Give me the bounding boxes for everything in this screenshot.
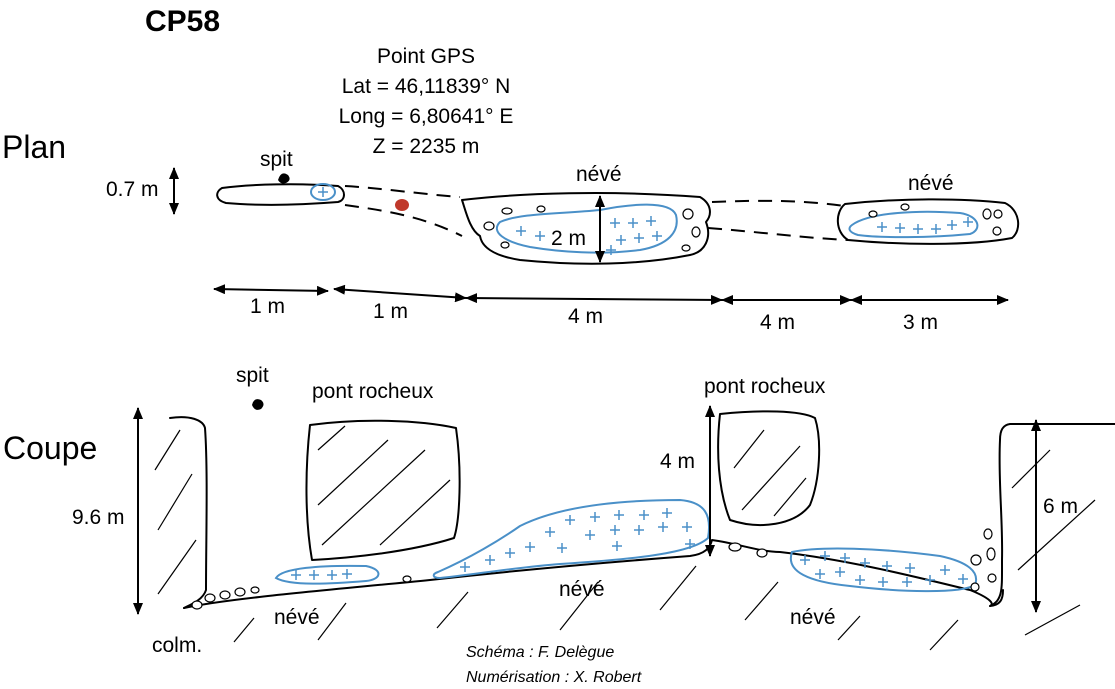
- diagram-title: CP58: [145, 5, 220, 38]
- gps-heading: Point GPS: [377, 45, 475, 68]
- plan-dashed-bottom-1: [344, 204, 463, 237]
- credit-numerisation: Numérisation : X. Robert: [466, 669, 642, 686]
- distance-label-5: 3 m: [903, 311, 938, 334]
- plan-east-chamber-outline: [836, 198, 1020, 245]
- coupe-spit-marker: [252, 399, 264, 410]
- plan-distance-scale: [213, 284, 1009, 305]
- plan-central-chamber-outline: [461, 192, 711, 265]
- credit-schema: Schéma : F. Delègue: [466, 644, 614, 661]
- coupe-rock-bridge-1-hatching: [317, 425, 451, 546]
- plan-entrance-neve: [310, 183, 336, 201]
- plan-central-neve-pattern: [483, 205, 701, 255]
- gps-longitude: Long = 6,80641° E: [339, 105, 514, 128]
- coupe-right-wall: [989, 423, 1115, 607]
- coupe-neve-label-3: névé: [790, 606, 836, 629]
- distance-label-2: 1 m: [373, 300, 408, 323]
- plan-east-neve: [848, 210, 979, 239]
- plan-spit-marker: [278, 173, 290, 184]
- coupe-height-label-1: 9.6 m: [72, 506, 125, 529]
- plan-dashed-top-2: [711, 199, 846, 207]
- plan-dashed-bottom-2: [707, 227, 849, 241]
- plan-neve-label-2: névé: [908, 172, 954, 195]
- plan-dashed-top-1: [344, 185, 461, 198]
- plan-section-label: Plan: [2, 129, 66, 165]
- distance-label-4: 4 m: [760, 311, 795, 334]
- plan-entrance-outline: [216, 183, 345, 206]
- coupe-spit-label: spit: [236, 364, 269, 387]
- gps-latitude: Lat = 46,11839° N: [342, 75, 511, 98]
- distance-label-1: 1 m: [250, 295, 285, 318]
- plan-neve-label-1: névé: [576, 163, 622, 186]
- coupe-neve-small-pattern: [291, 569, 352, 580]
- coupe-section-label: Coupe: [3, 430, 97, 466]
- gps-altitude: Z = 2235 m: [373, 135, 480, 158]
- plan-east-neve-pattern: [868, 203, 1003, 236]
- coupe-height-label-2: 4 m: [660, 450, 695, 473]
- distance-arrow-1: [213, 284, 329, 296]
- gps-info: Point GPS Lat = 46,11839° N Long = 6,806…: [339, 45, 514, 158]
- coupe-left-wall: [169, 416, 208, 609]
- coupe-neve-large-pattern: [460, 508, 695, 572]
- coupe-pebbles: [191, 528, 997, 610]
- coupe-neve-label-1: névé: [274, 606, 320, 629]
- coupe-neve-east-pattern: [800, 551, 968, 587]
- plan-spit-label: spit: [260, 148, 293, 171]
- distance-arrow-2: [333, 284, 467, 303]
- coupe-right-wall-hatching: [1011, 449, 1096, 636]
- coupe-rock-bridge-2: [717, 410, 821, 526]
- coupe-height-label-3: 6 m: [1043, 495, 1078, 518]
- coupe-rock-bridge-1: [305, 419, 461, 561]
- plan-depth-label: 2 m: [551, 227, 586, 250]
- coupe-floor-hatching: [233, 565, 959, 651]
- distance-label-3: 4 m: [568, 305, 603, 328]
- coupe-left-wall-hatching: [154, 429, 197, 595]
- coupe-neve-label-2: névé: [559, 578, 605, 601]
- coupe-neve-small: [274, 564, 380, 585]
- coupe-bridge-label-1: pont rocheux: [312, 380, 434, 403]
- plan-width-label: 0.7 m: [106, 178, 159, 201]
- distance-arrow-3: [465, 293, 723, 305]
- coupe-bridge-label-2: pont rocheux: [704, 375, 826, 398]
- coupe-colm-label: colm.: [152, 634, 202, 657]
- plan-central-neve: [495, 203, 678, 254]
- coupe-rock-bridge-2-hatching: [733, 429, 807, 517]
- gps-point-marker: [395, 199, 409, 211]
